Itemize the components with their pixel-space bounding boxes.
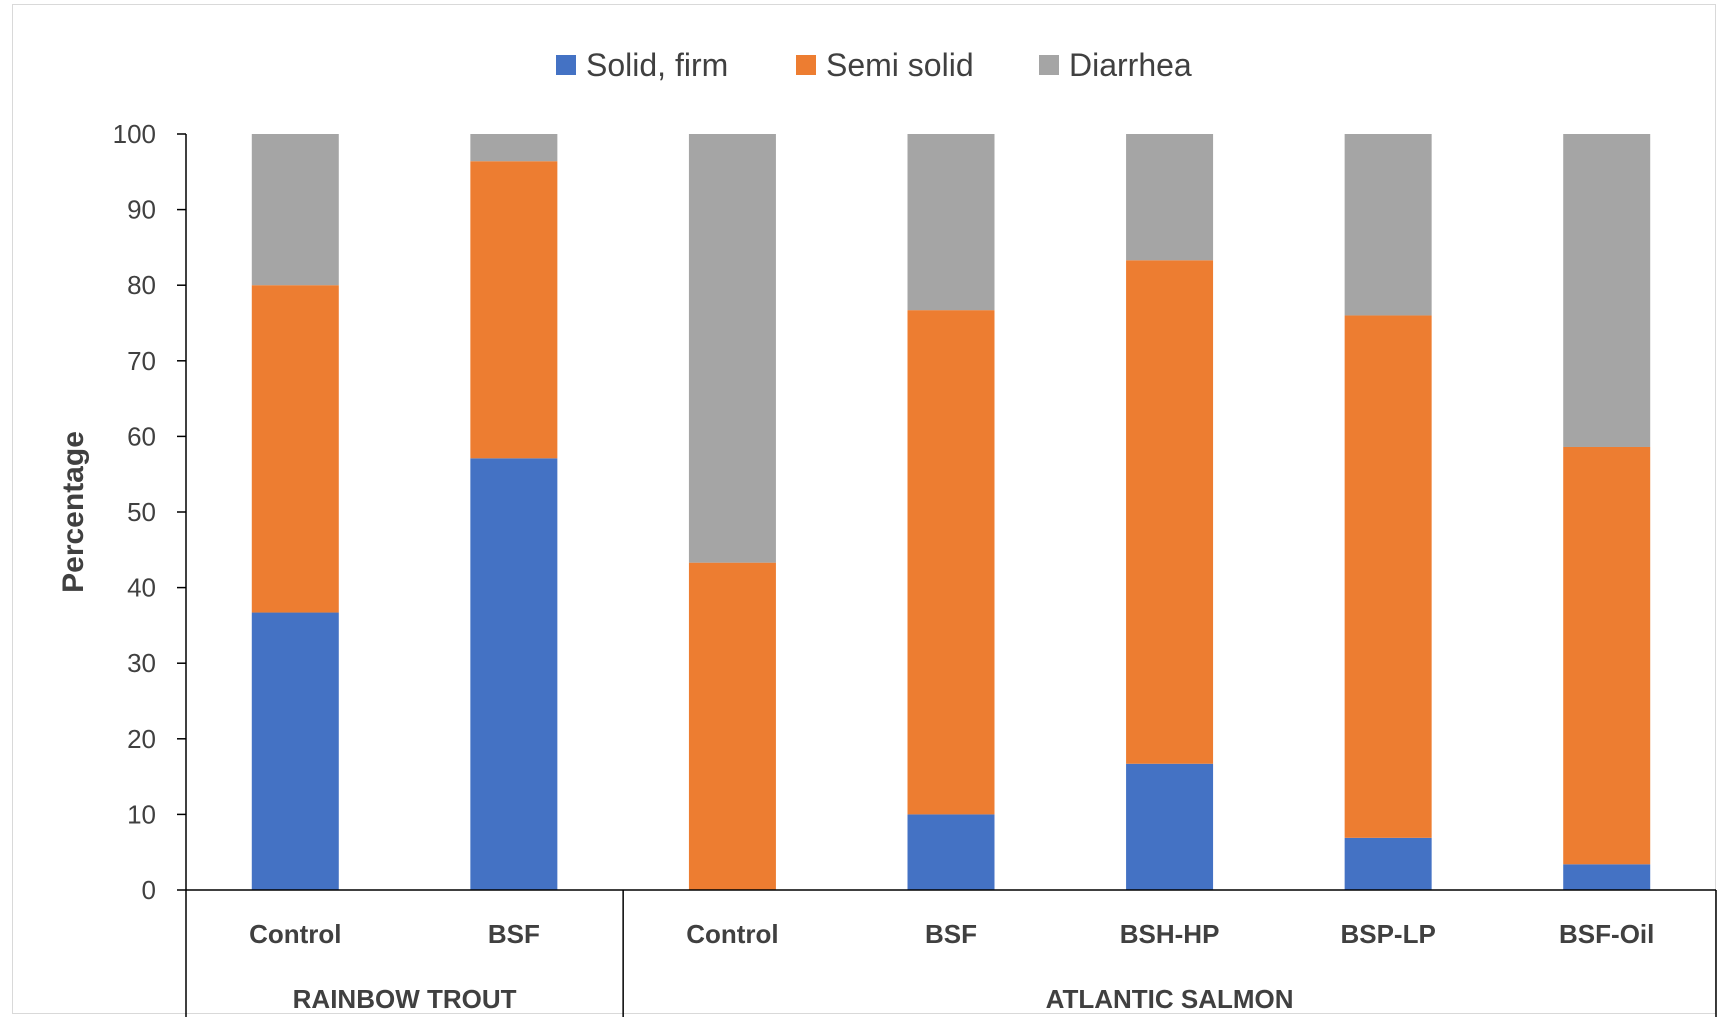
bar-segment [1563, 134, 1651, 447]
bar-segment [1563, 446, 1651, 865]
bar-segment [688, 134, 776, 563]
bar-segment [907, 814, 995, 890]
y-tick-label: 40 [127, 573, 156, 603]
legend-label: Semi solid [826, 47, 974, 83]
y-tick-label: 0 [142, 875, 156, 905]
y-tick-label: 100 [113, 119, 156, 149]
bar-segment [1126, 260, 1214, 764]
y-tick-label: 80 [127, 270, 156, 300]
group-label: RAINBOW TROUT [293, 984, 517, 1014]
legend-label: Solid, firm [586, 47, 728, 83]
category-label: Control [249, 919, 341, 949]
category-label: BSF [925, 919, 977, 949]
y-tick-label: 60 [127, 421, 156, 451]
bar-segment [470, 458, 558, 890]
bar-segment [1126, 763, 1214, 890]
y-axis: 0 10 20 30 40 50 60 70 80 90 100 [113, 119, 187, 905]
legend: Solid, firm Semi solid Diarrhea [556, 47, 1192, 83]
y-tick-label: 70 [127, 346, 156, 376]
y-tick-label: 10 [127, 799, 156, 829]
category-label: Control [686, 919, 778, 949]
chart-frame [12, 4, 1716, 1014]
y-tick-label: 20 [127, 724, 156, 754]
y-tick-label: 50 [127, 497, 156, 527]
bar-segment [907, 134, 995, 311]
bar-segment [1344, 315, 1432, 838]
bar-segment [1563, 864, 1651, 890]
bar-segment [1344, 134, 1432, 316]
legend-swatch [1039, 55, 1059, 75]
bar-segment [1126, 134, 1214, 261]
bar-segment [907, 310, 995, 815]
y-axis-title: Percentage [57, 431, 90, 593]
group-label: ATLANTIC SALMON [1046, 984, 1294, 1014]
category-label: BSP-LP [1340, 919, 1435, 949]
bar-segment [688, 562, 776, 890]
legend-swatch [796, 55, 816, 75]
category-label: BSH-HP [1120, 919, 1220, 949]
legend-label: Diarrhea [1069, 47, 1192, 83]
bar-segment [251, 134, 339, 286]
y-tick-label: 30 [127, 648, 156, 678]
legend-swatch [556, 55, 576, 75]
bar-segment [470, 161, 558, 459]
bar-segment [251, 285, 339, 613]
category-label: BSF-Oil [1559, 919, 1654, 949]
bar-segment [251, 612, 339, 890]
bar-segment [1344, 837, 1432, 890]
bar-segment [470, 134, 558, 162]
y-tick-label: 90 [127, 195, 156, 225]
bars [251, 134, 1651, 890]
x-axis: RAINBOW TROUT ATLANTIC SALMON Control BSF Co… [185, 889, 1717, 1017]
category-label: BSF [488, 919, 540, 949]
